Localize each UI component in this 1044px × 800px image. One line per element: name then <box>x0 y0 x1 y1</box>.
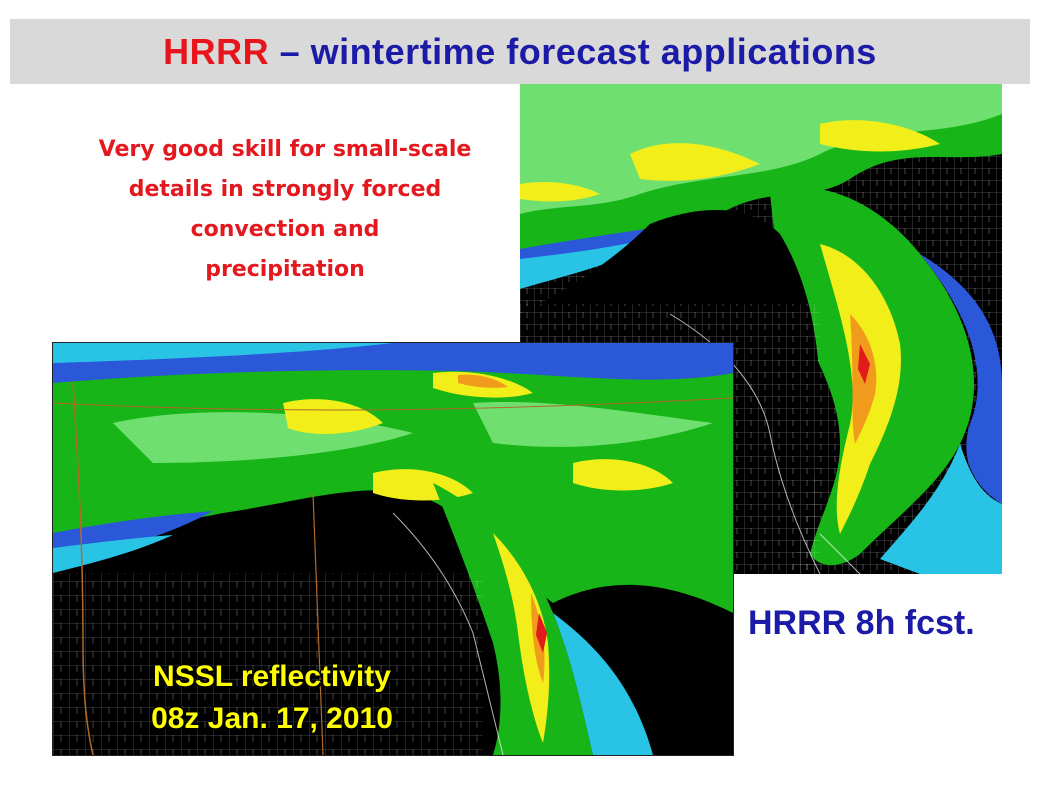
fcst-shield-north-light <box>520 84 1002 214</box>
obs-state-line-3 <box>53 397 733 411</box>
fcst-comma-core-red <box>858 344 870 384</box>
obs-squall-line-green <box>433 483 593 755</box>
obs-coastline <box>392 512 504 755</box>
obs-state-line-2 <box>312 492 324 755</box>
skill-description: Very good skill for small-scale details … <box>60 130 510 290</box>
skill-line-4: precipitation <box>205 257 365 282</box>
obs-orange-cell-1 <box>458 374 508 388</box>
obs-yellow-cell-1 <box>283 399 383 435</box>
obs-squall-line-cyan <box>553 613 653 755</box>
observed-caption-line-1: NSSL reflectivity <box>153 660 391 693</box>
skill-line-3: convection and <box>190 217 380 242</box>
fcst-comma-cyan <box>880 444 1002 574</box>
fcst-comma-blue <box>920 254 1002 504</box>
slide-title: HRRR – wintertime forecast applications <box>163 31 877 73</box>
observed-caption-line-2: 08z Jan. 17, 2010 <box>151 702 393 735</box>
nssl-observed-map <box>52 342 734 756</box>
fcst-yellow-band-3 <box>520 182 600 202</box>
fcst-yellow-band-1 <box>630 143 760 181</box>
observed-caption: NSSL reflectivity 08z Jan. 17, 2010 <box>92 656 452 740</box>
nssl-observed-image <box>53 343 733 755</box>
title-acronym: HRRR <box>163 30 270 72</box>
skill-line-2: details in strongly forced <box>128 177 442 202</box>
obs-squall-line-yellow <box>493 533 550 743</box>
forecast-caption: HRRR 8h fcst. <box>748 604 975 642</box>
title-rest: – wintertime forecast applications <box>269 30 877 72</box>
obs-yellow-cell-4 <box>573 459 673 491</box>
obs-cyan-north <box>53 343 393 363</box>
title-bar: HRRR – wintertime forecast applications <box>10 19 1030 84</box>
obs-state-line-1 <box>72 382 94 755</box>
obs-cyan-west <box>53 535 173 573</box>
skill-line-1: Very good skill for small-scale <box>98 137 472 162</box>
obs-squall-line-red <box>536 613 547 653</box>
obs-light-green-2 <box>473 402 713 447</box>
fcst-yellow-band-2 <box>820 120 940 152</box>
